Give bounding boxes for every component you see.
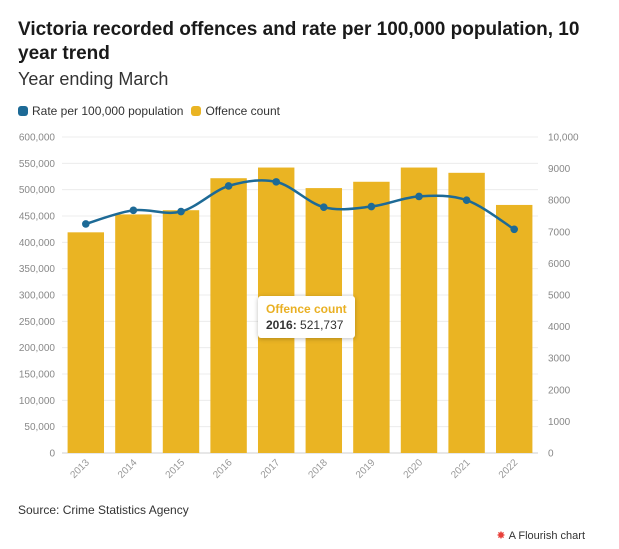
x-tick-label: 2019 [354, 457, 378, 481]
y-left-tick-label: 100,000 [19, 396, 56, 407]
y-right-tick-label: 7000 [548, 227, 571, 238]
y-right-tick-label: 0 [548, 449, 554, 460]
legend-swatch-offence-count [191, 106, 202, 116]
y-left-tick-label: 400,000 [19, 238, 56, 249]
bar-offence-count [353, 181, 390, 453]
point-rate-per-100k [510, 225, 518, 234]
source-note: Source: Crime Statistics Agency [18, 503, 189, 517]
flourish-credit[interactable]: ✸ A Flourish chart [496, 529, 585, 543]
y-left-tick-label: 600,000 [19, 133, 56, 144]
tooltip: Offence count 2016: 521,737 [258, 296, 355, 338]
y-left-tick-label: 200,000 [19, 343, 56, 354]
point-rate-per-100k [462, 196, 471, 204]
chart-title: Victoria recorded offences and rate per … [18, 19, 580, 64]
legend-item-rate[interactable]: Rate per 100,000 population [18, 104, 183, 118]
y-right-tick-label: 9000 [548, 164, 571, 175]
y-left-tick-label: 550,000 [19, 159, 56, 170]
y-left-tick-label: 150,000 [19, 370, 56, 381]
tooltip-value: 521,737 [300, 318, 344, 332]
x-tick-label: 2017 [259, 457, 283, 481]
chart-plot: 0 50,000 100,000 150,000 200,000 250,000 300,0… [19, 133, 579, 481]
bar-offence-count [67, 232, 105, 453]
y-left-tick-label: 450,000 [19, 212, 56, 223]
bar-offence-count [448, 172, 485, 453]
y-right-tick-label: 5000 [548, 291, 571, 302]
bar-offence-count [115, 214, 152, 453]
point-rate-per-100k [224, 182, 233, 190]
point-rate-per-100k [129, 206, 138, 215]
point-rate-per-100k [177, 207, 185, 216]
line-rate-per-100k [85, 179, 515, 231]
flourish-logo-icon: ✸ [496, 530, 506, 542]
x-tick-label: 2013 [68, 457, 92, 481]
y-right-tick-label: 8000 [548, 196, 571, 207]
legend-label-offence-count: Offence count [205, 104, 280, 118]
x-tick-label: 2021 [449, 457, 473, 481]
chart-subtitle: Year ending March [18, 69, 169, 89]
legend-label-rate: Rate per 100,000 population [32, 104, 184, 118]
point-rate-per-100k [367, 202, 376, 211]
y-left-tick-label: 0 [49, 449, 55, 460]
tooltip-year: 2016: [266, 318, 297, 332]
x-tick-label: 2020 [402, 457, 426, 481]
point-rate-per-100k [415, 192, 423, 201]
flourish-credit-label: A Flourish chart [508, 529, 585, 542]
y-right-tick-label: 4000 [548, 322, 571, 333]
point-rate-per-100k [272, 178, 281, 186]
y-right-tick-label: 10,000 [548, 133, 579, 144]
y-left-tick-label: 350,000 [19, 264, 56, 275]
y-left-tick-label: 50,000 [24, 422, 55, 433]
bar-offence-count [210, 178, 247, 453]
y-right-tick-label: 1000 [548, 417, 571, 428]
y-right-tick-label: 2000 [548, 385, 571, 396]
x-tick-label: 2015 [164, 457, 188, 481]
bar-offence-count [400, 167, 438, 453]
x-tick-label: 2016 [211, 457, 235, 481]
legend-item-offence-count[interactable]: Offence count [191, 104, 280, 118]
y-left-tick-label: 300,000 [19, 291, 56, 302]
tooltip-title: Offence count [266, 302, 347, 316]
bar-offence-count [495, 204, 533, 453]
tooltip-body: 2016: 521,737 [266, 317, 347, 333]
point-rate-per-100k [82, 220, 90, 228]
y-left-tick-label: 500,000 [19, 185, 56, 196]
legend-swatch-rate [18, 106, 28, 116]
point-rate-per-100k [320, 203, 328, 211]
x-tick-label: 2014 [116, 457, 140, 481]
y-left-tick-label: 250,000 [19, 317, 56, 328]
y-right-tick-label: 6000 [548, 259, 571, 270]
x-tick-label: 2022 [497, 457, 521, 481]
bar-offence-count [162, 210, 200, 453]
legend: Rate per 100,000 population Offence coun… [18, 104, 288, 118]
x-tick-label: 2018 [306, 457, 330, 481]
y-right-tick-label: 3000 [548, 354, 571, 365]
